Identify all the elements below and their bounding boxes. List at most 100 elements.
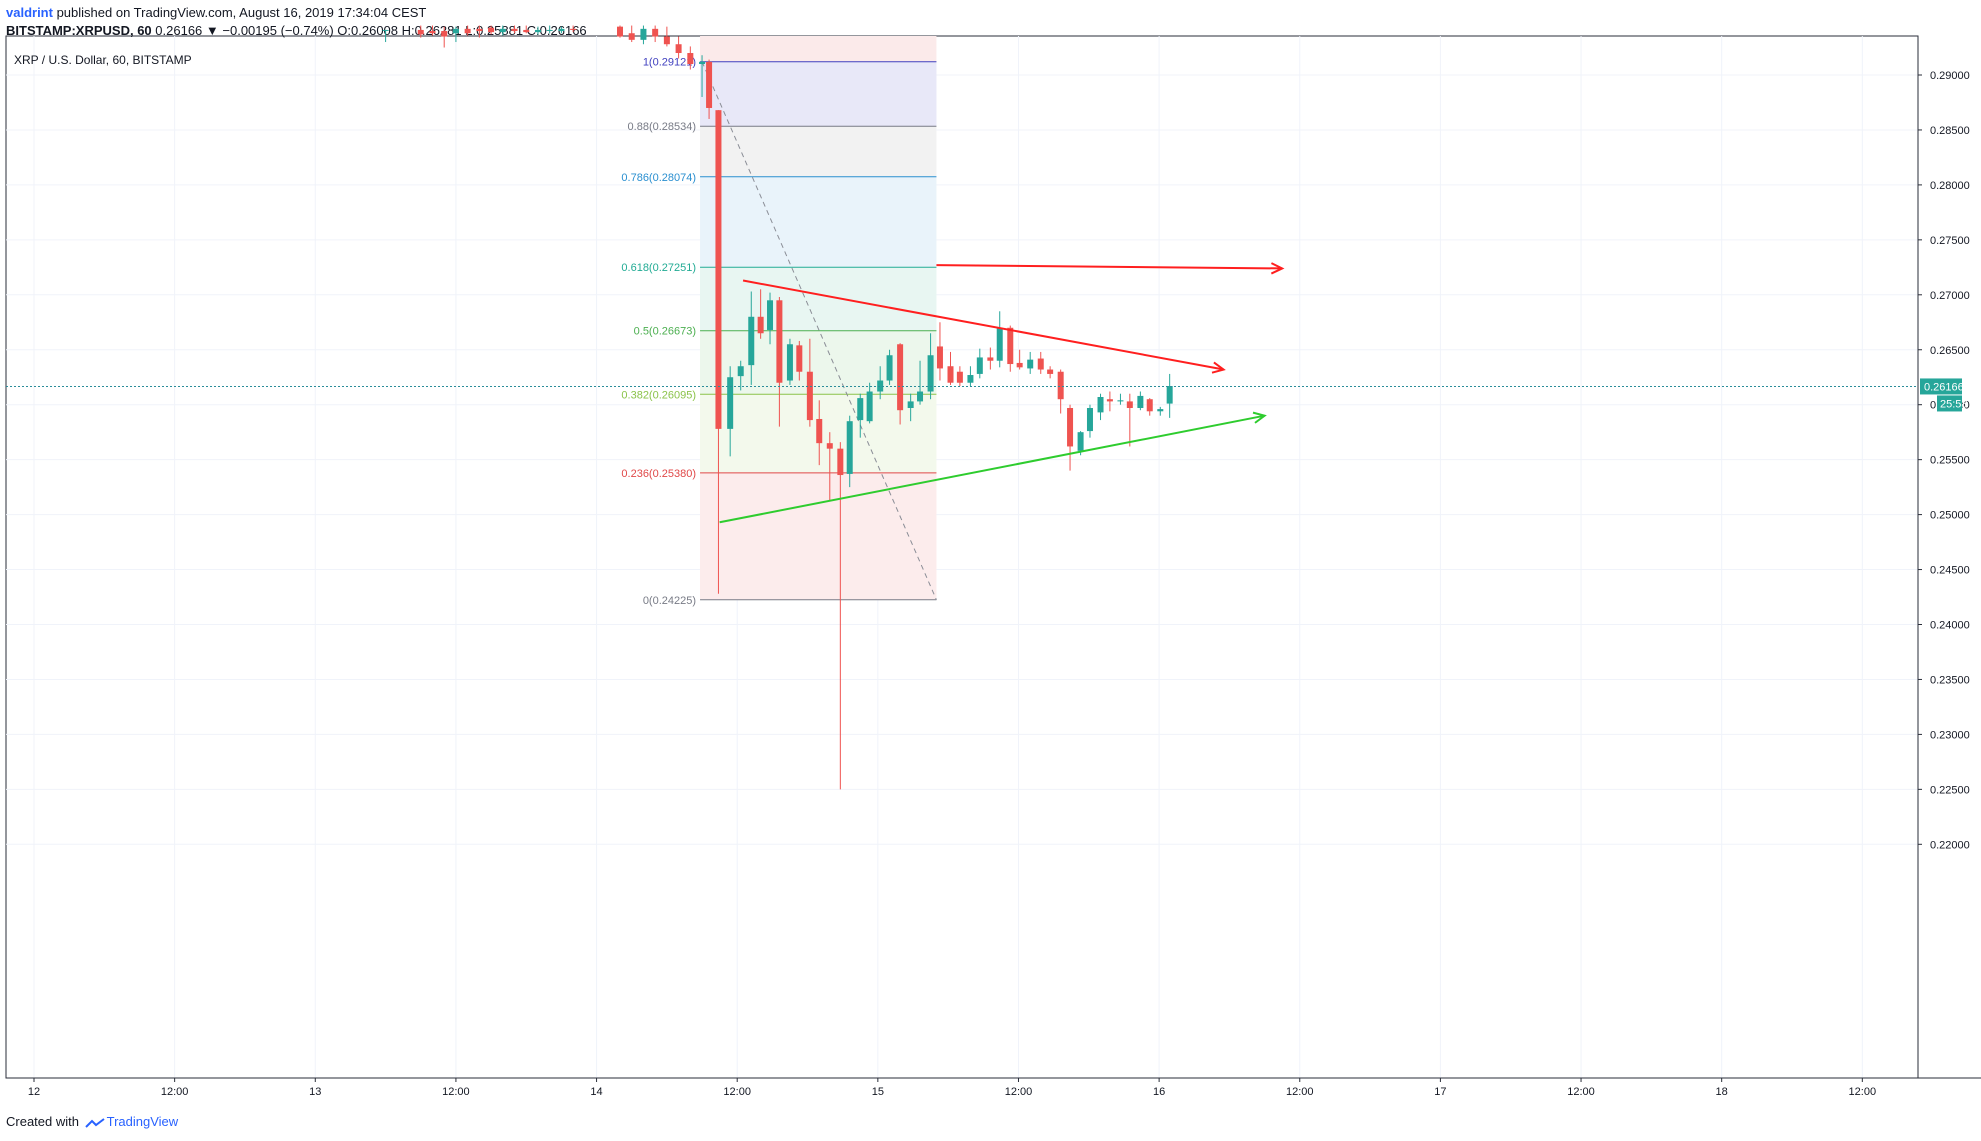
candle: [499, 25, 506, 36]
candle-body: [417, 29, 424, 35]
candle: [1016, 349, 1023, 370]
candle: [967, 366, 974, 387]
resistance-projection-line[interactable]: [936, 262, 1285, 275]
axes: 0.29000 0.28500 0.28000 0.27500 0.27000 0.265…: [6, 36, 1981, 1098]
quote-values: 0.26166 ▼ −0.00195 (−0.74%) O:0.26008 H:…: [155, 23, 587, 38]
candle: [488, 25, 495, 35]
y-tick-label: 0.26500: [1930, 345, 1970, 357]
candle-body: [976, 357, 983, 374]
fib-band: [700, 61, 937, 127]
candle: [936, 322, 943, 381]
candle-body: [1117, 400, 1124, 402]
chart-header: valdrint published on TradingView.com, A…: [6, 4, 587, 40]
fib-level-label: 0.786(0.28074): [621, 172, 696, 184]
tradingview-link[interactable]: TradingView: [106, 1114, 179, 1129]
candle: [1027, 351, 1034, 374]
candle: [382, 29, 389, 43]
arrowhead-icon: [1211, 361, 1226, 374]
candle-body: [534, 29, 541, 33]
candle: [1146, 398, 1153, 416]
candle-body: [488, 27, 495, 33]
candle-body: [786, 344, 793, 381]
candle: [546, 25, 553, 34]
candle: [796, 340, 803, 381]
symbol-label: BITSTAMP:XRPUSD, 60: [6, 23, 152, 38]
candle: [826, 432, 833, 502]
candle: [675, 36, 682, 59]
candle: [663, 26, 670, 47]
candle: [429, 25, 436, 36]
candle-body: [1126, 401, 1133, 408]
candle-body: [523, 29, 530, 33]
candle-body: [1037, 358, 1044, 370]
candle-body: [907, 401, 914, 408]
candle: [617, 25, 623, 38]
candles: [382, 25, 1173, 790]
candle-body: [857, 398, 864, 421]
candle-body: [1157, 409, 1164, 412]
candle: [917, 360, 924, 405]
candle-body: [1067, 407, 1074, 447]
candle-body: [866, 391, 873, 422]
trendline-segment: [936, 264, 1283, 270]
x-tick-label: 13: [309, 1086, 321, 1098]
candle: [996, 311, 1003, 368]
candle: [452, 26, 459, 43]
x-tick-label: 12:00: [1849, 1086, 1877, 1098]
candle-body: [767, 300, 774, 330]
x-tick-label: 12:00: [442, 1086, 470, 1098]
countdown-label: 25:58: [1940, 398, 1968, 410]
fib-band: [700, 36, 937, 62]
fibonacci-fills: [700, 36, 937, 600]
fib-level-label: 1(0.29121): [643, 57, 696, 69]
candle-body: [757, 316, 764, 334]
y-tick-label: 0.28000: [1930, 180, 1970, 192]
candle-body: [675, 44, 682, 54]
author-link[interactable]: valdrint: [6, 5, 53, 20]
candle-body: [737, 366, 744, 377]
candle-body: [936, 346, 943, 369]
x-tick-label: 17: [1434, 1086, 1446, 1098]
plot-frame: [5, 35, 1919, 1079]
fib-band: [700, 330, 937, 395]
arrowhead-icon: [1252, 411, 1267, 424]
candle-body: [748, 316, 755, 366]
last-price-badge: [1920, 378, 1962, 395]
fib-band: [700, 472, 937, 600]
candle: [1106, 391, 1113, 412]
candle: [523, 25, 530, 34]
x-tick-label: 12:00: [1567, 1086, 1595, 1098]
candle: [816, 400, 823, 466]
fib-band: [700, 126, 937, 177]
candle-body: [1007, 327, 1014, 365]
ascending-support-line[interactable]: [719, 411, 1267, 524]
candle: [727, 366, 734, 457]
candle: [464, 25, 471, 36]
candle-body: [1086, 407, 1093, 432]
candle-body: [927, 355, 934, 392]
y-tick-label: 0.24500: [1930, 565, 1970, 577]
fib-level-label: 0.236(0.25380): [621, 468, 696, 480]
candle-body: [663, 36, 670, 45]
candle-body: [652, 28, 659, 37]
footer: Created with TradingView: [6, 1114, 178, 1129]
candle: [1057, 369, 1064, 414]
fib-diagonal-line: [701, 61, 937, 600]
candle: [1126, 393, 1133, 447]
fib-level-label: 0.618(0.27251): [621, 262, 696, 274]
candle-body: [846, 421, 853, 474]
candle: [699, 55, 706, 97]
candle-body: [715, 110, 722, 429]
candle: [767, 292, 774, 345]
candle: [1007, 325, 1014, 372]
trendlines[interactable]: [719, 262, 1285, 524]
candle-body: [776, 300, 783, 383]
candle: [558, 26, 565, 34]
candle-body: [452, 28, 459, 34]
y-tick-label: 0.23000: [1930, 729, 1970, 741]
fibonacci-levels[interactable]: 1(0.29121) 0.88(0.28534) 0.786(0.28074) 0.6…: [621, 57, 937, 607]
descending-resistance-line[interactable]: [742, 279, 1226, 374]
fib-band: [700, 267, 937, 331]
y-tick-label: 0.25000: [1930, 510, 1970, 522]
